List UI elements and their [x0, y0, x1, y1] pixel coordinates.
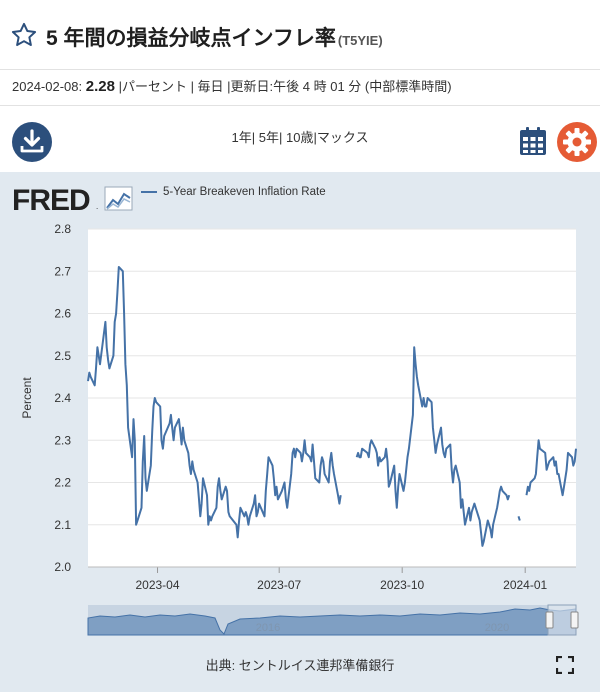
x-tick-label: 2023-04 [135, 578, 179, 592]
legend-swatch [141, 190, 157, 193]
y-tick-label: 2.5 [54, 349, 71, 363]
navigator-label-2020: 2020 [485, 622, 509, 634]
source-credit: 出典: セントルイス連邦準備銀行 [205, 658, 395, 673]
star-outline-icon[interactable] [10, 21, 38, 49]
x-tick-label: 2024-01 [503, 578, 547, 592]
fullscreen-icon[interactable] [556, 656, 574, 674]
navigator-right-handle[interactable] [570, 611, 579, 629]
page-title: 5 年間の損益分岐点インフレ率 (T5YIE) [46, 22, 383, 52]
range-5y[interactable]: 5年 [258, 130, 279, 145]
y-axis-title: Percent [20, 377, 34, 419]
navigator-label-2016: 2016 [256, 622, 280, 634]
series-lines [87, 266, 577, 547]
series-title: 5 年間の損益分岐点インフレ率 [46, 27, 336, 50]
y-tick-label: 2.1 [54, 518, 71, 532]
line-chart[interactable]: 2.02.12.22.32.42.52.62.72.8 2023-04 2023-… [0, 172, 600, 692]
y-tick-label: 2.0 [54, 560, 71, 574]
svg-text:.: . [96, 202, 98, 211]
chart-legend: 5-Year Breakeven Inflation Rate [141, 186, 326, 198]
range-separator: | [313, 130, 317, 145]
legend-label: 5-Year Breakeven Inflation Rate [163, 186, 326, 198]
download-icon[interactable] [12, 122, 52, 162]
chart-panel: 2.0 2.1 2.2 2.3 2.4 2.5 2.6 2.7 2.8 2023-04 2023-… [0, 172, 600, 692]
y-tick-label: 2.3 [54, 433, 71, 447]
y-tick-label: 2.2 [54, 476, 71, 490]
range-separator: | [251, 130, 256, 145]
series-line-segment[interactable] [355, 346, 511, 547]
y-tick-label: 2.4 [54, 391, 71, 405]
range-10y[interactable]: 10歳 [286, 130, 314, 145]
observation-details: |パーセント | 毎日 |更新日:午後 4 時 01 分 (中部標準時間) [118, 79, 452, 94]
x-axis-tick-labels: 2023-04 2023-07 2023-10 2024-01 [88, 566, 576, 592]
observation-date: 2024-02-08: [12, 79, 83, 94]
observation-value: 2.28 [85, 78, 115, 95]
series-code: (T5YIE) [337, 33, 383, 48]
y-tick-label: 2.7 [54, 264, 71, 278]
calendar-icon[interactable] [519, 126, 547, 156]
fred-logo: FRED . [12, 184, 133, 214]
observation-meta: 2024-02-08: 2.28 |パーセント | 毎日 |更新日:午後 4 時… [0, 70, 600, 106]
navigator-left-handle[interactable] [545, 611, 554, 629]
chart-toolbar: 1年| 5年| 10歳|マックス [0, 106, 600, 172]
x-tick-label: 2023-07 [257, 578, 301, 592]
x-tick-label: 2023-10 [380, 578, 424, 592]
range-separator: | [278, 130, 283, 145]
gear-icon[interactable] [557, 122, 597, 162]
range-max[interactable]: マックス [316, 130, 369, 145]
date-range-links: 1年| 5年| 10歳|マックス [0, 127, 600, 146]
y-tick-label: 2.8 [54, 222, 71, 236]
y-axis-tick-labels: 2.0 2.1 2.2 2.3 2.4 2.5 2.6 2.7 2.8 [54, 222, 71, 574]
svg-text:FRED: FRED [12, 184, 90, 214]
y-tick-label: 2.6 [54, 307, 71, 321]
range-1y[interactable]: 1年 [231, 130, 252, 145]
series-line-segment[interactable] [525, 439, 577, 497]
series-line-segment[interactable] [87, 266, 342, 539]
navigator-series [87, 607, 577, 636]
series-line-segment[interactable] [517, 516, 521, 521]
range-navigator[interactable]: 2016 2020 [87, 604, 579, 636]
title-bar: 5 年間の損益分岐点インフレ率 (T5YIE) [0, 0, 600, 70]
